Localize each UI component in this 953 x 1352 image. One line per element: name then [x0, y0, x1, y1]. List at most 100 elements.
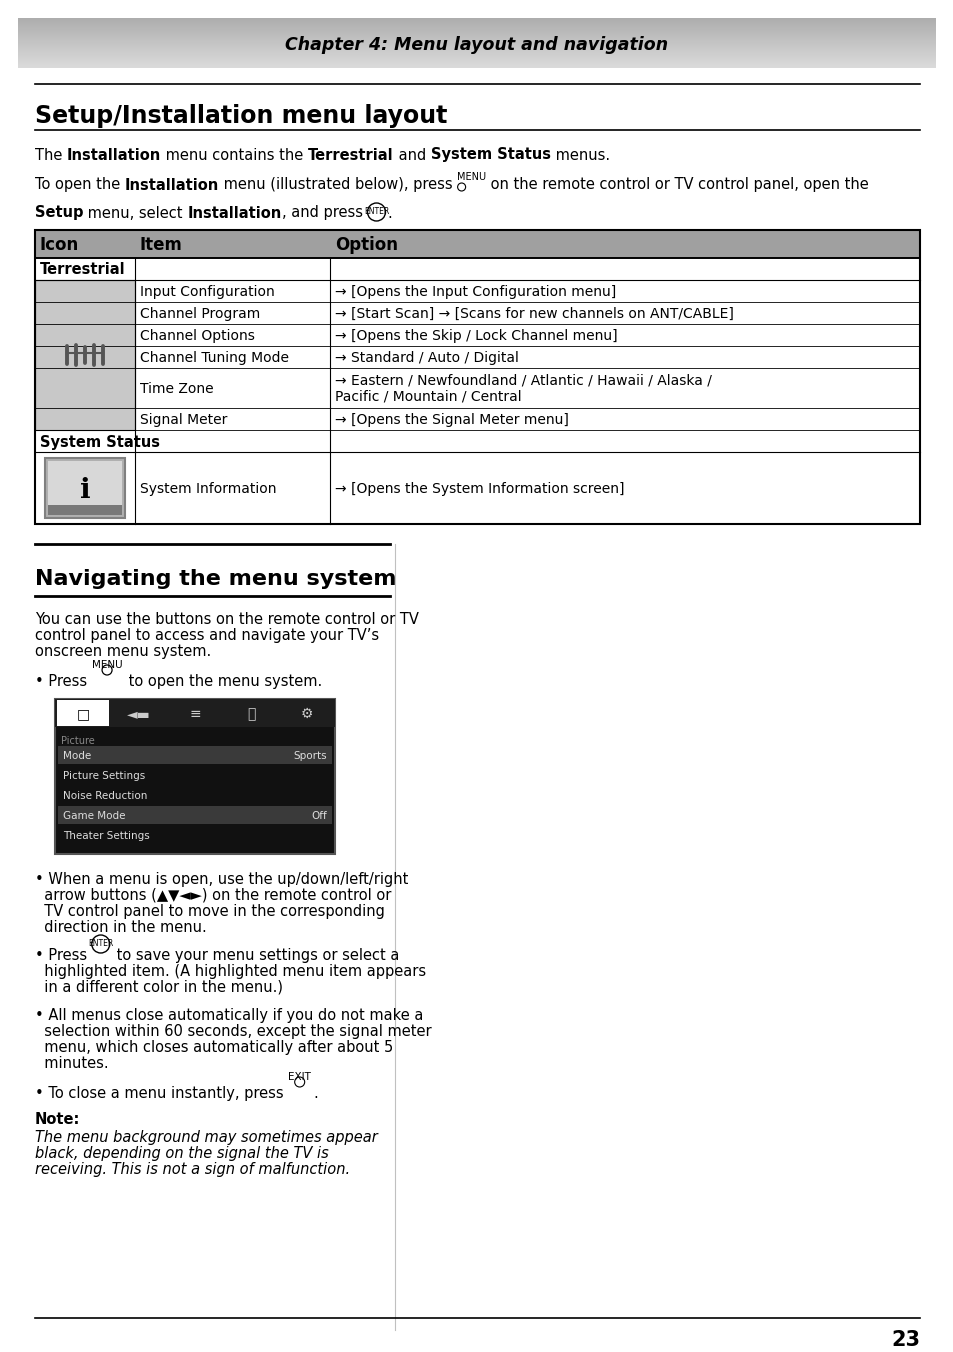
Bar [35, 230, 919, 258]
Text: System Information: System Information [140, 483, 276, 496]
Text: menus.: menus. [550, 147, 609, 162]
Text: ◄▬: ◄▬ [127, 707, 151, 721]
Text: ⚙: ⚙ [300, 707, 313, 721]
Text: ENTER: ENTER [88, 940, 113, 949]
Text: arrow buttons (▲▼◄►) on the remote control or: arrow buttons (▲▼◄►) on the remote contr… [35, 888, 391, 903]
Text: highlighted item. (A highlighted menu item appears: highlighted item. (A highlighted menu it… [35, 964, 426, 979]
Text: • To close a menu instantly, press: • To close a menu instantly, press [35, 1086, 288, 1101]
Text: → [Opens the Signal Meter menu]: → [Opens the Signal Meter menu] [335, 412, 568, 427]
Text: Mode: Mode [63, 750, 91, 761]
Text: • Press: • Press [35, 948, 91, 963]
Text: Channel Program: Channel Program [140, 307, 260, 320]
Text: Option: Option [335, 237, 397, 254]
Text: Installation: Installation [67, 147, 161, 162]
Text: • Press: • Press [35, 675, 91, 690]
Text: onscreen menu system.: onscreen menu system. [35, 644, 211, 658]
Text: Pacific / Mountain / Central: Pacific / Mountain / Central [335, 389, 521, 403]
Bar [48, 461, 122, 515]
Text: Off: Off [311, 811, 327, 821]
Text: Time Zone: Time Zone [140, 383, 213, 396]
Bar [45, 458, 125, 518]
Bar [55, 699, 335, 854]
Bar [58, 806, 332, 823]
Text: ENTER: ENTER [363, 207, 389, 216]
Text: → Eastern / Newfoundland / Atlantic / Hawaii / Alaska /: → Eastern / Newfoundland / Atlantic / Ha… [335, 373, 711, 387]
Text: on the remote control or TV control panel, open the: on the remote control or TV control pane… [486, 177, 868, 192]
Text: to save your menu settings or select a: to save your menu settings or select a [112, 948, 398, 963]
Text: → [Start Scan] → [Scans for new channels on ANT/CABLE]: → [Start Scan] → [Scans for new channels… [335, 307, 733, 320]
Text: Setup/Installation menu layout: Setup/Installation menu layout [35, 104, 447, 128]
Text: System Status: System Status [430, 147, 550, 162]
Bar [48, 506, 122, 515]
Text: minutes.: minutes. [35, 1056, 109, 1071]
Text: TV control panel to move in the corresponding: TV control panel to move in the correspo… [35, 904, 384, 919]
Text: Channel Options: Channel Options [140, 329, 254, 343]
Text: Sports: Sports [294, 750, 327, 761]
Text: Installation: Installation [188, 206, 281, 220]
Bar [135, 346, 919, 368]
Bar [55, 699, 335, 727]
Text: → [Opens the Skip / Lock Channel menu]: → [Opens the Skip / Lock Channel menu] [335, 329, 617, 343]
Text: .: . [387, 206, 392, 220]
Text: → [Opens the System Information screen]: → [Opens the System Information screen] [335, 483, 624, 496]
Text: menu (illustrated below), press: menu (illustrated below), press [219, 177, 456, 192]
Text: Picture Settings: Picture Settings [63, 771, 145, 781]
Text: menu contains the: menu contains the [161, 147, 308, 162]
Bar [35, 258, 919, 280]
Text: Signal Meter: Signal Meter [140, 412, 227, 427]
Text: menu, which closes automatically after about 5: menu, which closes automatically after a… [35, 1040, 393, 1055]
Bar [35, 430, 919, 452]
Text: 23: 23 [890, 1330, 919, 1351]
Text: MENU: MENU [456, 172, 486, 183]
Text: Navigating the menu system: Navigating the menu system [35, 569, 396, 589]
Text: ≡: ≡ [189, 707, 200, 721]
Text: System Status: System Status [40, 434, 160, 449]
Text: selection within 60 seconds, except the signal meter: selection within 60 seconds, except the … [35, 1023, 431, 1038]
Text: Game Mode: Game Mode [63, 811, 126, 821]
Text: MENU: MENU [91, 660, 122, 671]
Text: • All menus close automatically if you do not make a: • All menus close automatically if you d… [35, 1009, 423, 1023]
Text: receiving. This is not a sign of malfunction.: receiving. This is not a sign of malfunc… [35, 1161, 350, 1178]
Text: The: The [35, 147, 67, 162]
Text: and: and [394, 147, 430, 162]
Bar [35, 280, 135, 430]
Text: → [Opens the Input Configuration menu]: → [Opens the Input Configuration menu] [335, 285, 616, 299]
Text: control panel to access and navigate your TV’s: control panel to access and navigate you… [35, 627, 378, 644]
Bar [35, 280, 135, 430]
Text: □: □ [76, 707, 90, 721]
Bar [35, 230, 919, 525]
Bar [58, 746, 332, 764]
Text: Setup: Setup [35, 206, 84, 220]
Text: i: i [80, 476, 91, 503]
Text: → Standard / Auto / Digital: → Standard / Auto / Digital [335, 352, 518, 365]
Bar [135, 408, 919, 430]
Text: EXIT: EXIT [288, 1072, 311, 1082]
Text: .: . [313, 1086, 317, 1101]
Bar [135, 301, 919, 324]
Text: direction in the menu.: direction in the menu. [35, 919, 207, 936]
Bar [35, 452, 919, 525]
Bar [57, 700, 109, 726]
Text: to open the menu system.: to open the menu system. [124, 675, 322, 690]
Text: Noise Reduction: Noise Reduction [63, 791, 147, 800]
Text: Channel Tuning Mode: Channel Tuning Mode [140, 352, 289, 365]
Bar [135, 368, 919, 408]
Text: • When a menu is open, use the up/down/left/right: • When a menu is open, use the up/down/l… [35, 872, 408, 887]
Text: Item: Item [140, 237, 183, 254]
Text: Chapter 4: Menu layout and navigation: Chapter 4: Menu layout and navigation [285, 37, 668, 54]
Text: Input Configuration: Input Configuration [140, 285, 274, 299]
Bar [135, 324, 919, 346]
Text: menu, select: menu, select [84, 206, 188, 220]
Text: 🔒: 🔒 [247, 707, 254, 721]
Bar [135, 280, 919, 301]
Text: Terrestrial: Terrestrial [308, 147, 394, 162]
Text: Installation: Installation [125, 177, 219, 192]
Text: The menu background may sometimes appear: The menu background may sometimes appear [35, 1130, 377, 1145]
Bar [35, 230, 919, 258]
Text: in a different color in the menu.): in a different color in the menu.) [35, 980, 283, 995]
Text: You can use the buttons on the remote control or TV: You can use the buttons on the remote co… [35, 612, 418, 627]
Text: Terrestrial: Terrestrial [40, 262, 126, 277]
Text: black, depending on the signal the TV is: black, depending on the signal the TV is [35, 1146, 329, 1161]
Text: , and press: , and press [281, 206, 367, 220]
Text: Note:: Note: [35, 1111, 80, 1128]
